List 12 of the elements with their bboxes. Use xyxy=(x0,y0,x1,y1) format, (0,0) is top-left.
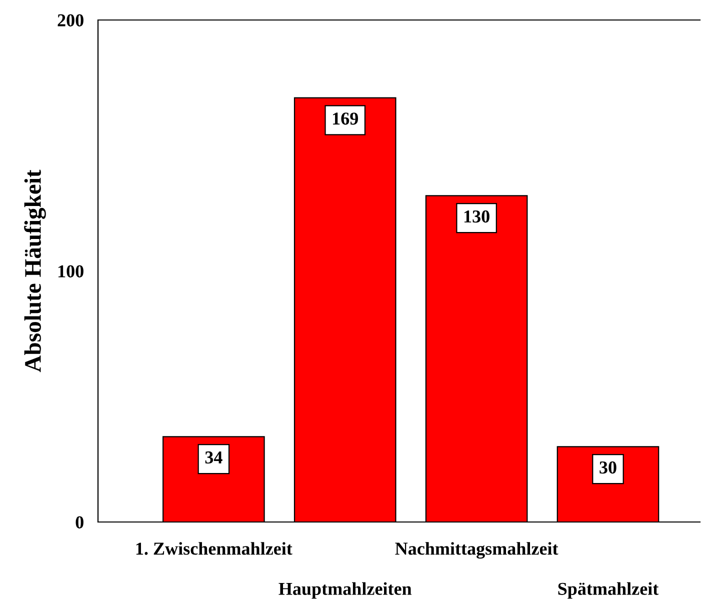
y-axis-title: Absolute Häufigkeit xyxy=(24,170,46,372)
x-tick-label: 1. Zwischenmahlzeit xyxy=(136,542,292,555)
x-tick-label: Spätmahlzeit xyxy=(558,582,659,599)
x-tick-label: Hauptmahlzeiten xyxy=(278,582,412,599)
y-tick-label: 0 xyxy=(76,516,84,528)
data-label: 30 xyxy=(600,461,616,474)
y-tick-label: 200 xyxy=(58,14,84,26)
y-tick-label: 100 xyxy=(58,265,84,278)
x-tick-label: Nachmittagsmahlzeit xyxy=(395,542,558,559)
data-label: 34 xyxy=(205,451,222,464)
data-label: 169 xyxy=(333,112,358,125)
data-label: 130 xyxy=(464,210,490,223)
